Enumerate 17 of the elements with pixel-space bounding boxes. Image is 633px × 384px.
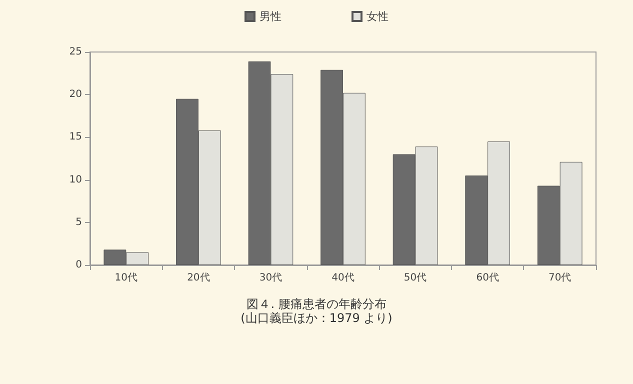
legend-label: 女性 — [366, 10, 388, 23]
y-tick-label: 5 — [76, 216, 82, 228]
x-tick-label: 40代 — [332, 272, 354, 284]
legend-label: 男性 — [260, 10, 282, 23]
x-tick-label: 50代 — [404, 272, 427, 284]
x-tick-label: 60代 — [476, 272, 499, 284]
y-tick-label: 0 — [76, 260, 82, 270]
text: 図４. 腰痛患者の年齢分布 — [246, 297, 386, 311]
x-tick-label: 10代 — [114, 272, 138, 284]
text: (山口義臣ほか：1979 より) — [240, 311, 392, 325]
y-tick-label: 10 — [69, 174, 82, 186]
x-tick-label: 30代 — [259, 272, 282, 284]
x-tick-label: 20代 — [187, 272, 210, 284]
x-tick-label: 70代 — [548, 272, 572, 284]
y-tick-label: 15 — [69, 132, 82, 143]
y-tick-label: 25 — [69, 46, 82, 58]
y-tick-label: 20 — [69, 89, 82, 100]
